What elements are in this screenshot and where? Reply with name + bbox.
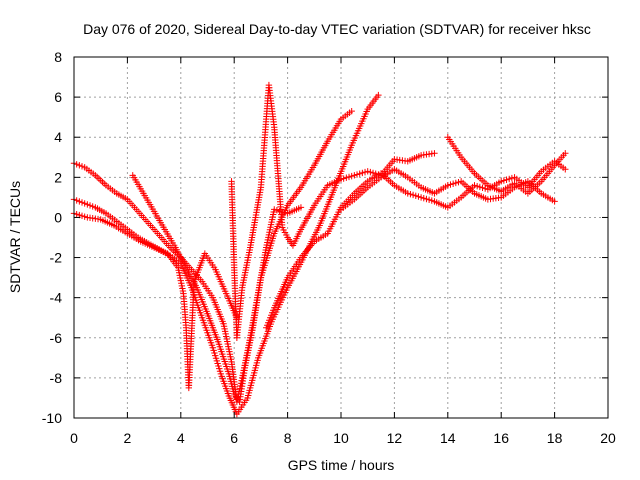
- x-axis-label: GPS time / hours: [288, 457, 395, 473]
- data-point: [562, 150, 569, 157]
- data-point: [471, 182, 478, 189]
- data-point: [353, 171, 361, 178]
- series-satellite-track-a: [70, 107, 355, 406]
- data-point: [345, 173, 353, 181]
- x-tick-label: 14: [440, 430, 456, 446]
- data-point: [273, 207, 281, 214]
- data-point: [479, 184, 486, 191]
- data-point: [425, 196, 433, 203]
- y-axis-label: SDTVAR / TECUs: [7, 181, 23, 293]
- y-axis-ticks: -10 -8 -6 -4 -2 0 2 4 6 8: [42, 49, 608, 426]
- data-point: [356, 170, 363, 177]
- y-tick-label: -8: [50, 370, 63, 386]
- data-point: [417, 194, 425, 201]
- data-point: [361, 168, 369, 176]
- x-tick-label: 6: [230, 430, 238, 446]
- data-point: [409, 191, 417, 199]
- y-tick-label: -2: [50, 250, 63, 266]
- data-point: [503, 176, 510, 183]
- series-satellite-track-g: [444, 134, 569, 197]
- data-point: [337, 176, 345, 183]
- data-point: [271, 206, 278, 213]
- data-point: [415, 193, 422, 200]
- data-point: [498, 178, 505, 185]
- data-point: [348, 107, 355, 115]
- data-point: [452, 179, 460, 187]
- data-point: [428, 197, 435, 204]
- data-point: [449, 180, 457, 187]
- data-point: [78, 163, 86, 170]
- data-point: [78, 212, 86, 220]
- y-tick-label: 0: [54, 209, 62, 225]
- data-point: [506, 175, 513, 183]
- chart-title: Day 076 of 2020, Sidereal Day-to-day VTE…: [83, 21, 591, 37]
- data-point: [455, 178, 462, 186]
- data-point: [297, 204, 305, 211]
- x-tick-label: 0: [70, 430, 78, 446]
- series-satellite-track-c: [70, 210, 241, 392]
- data-point: [343, 174, 350, 181]
- data-point: [407, 190, 414, 198]
- data-point: [84, 201, 91, 208]
- data-point: [81, 213, 88, 220]
- series-satellite-track-h: [337, 166, 558, 213]
- data-point: [508, 174, 516, 182]
- x-tick-label: 8: [284, 430, 292, 446]
- data-point: [276, 207, 283, 215]
- data-point: [423, 195, 430, 203]
- data-point: [476, 183, 484, 191]
- data-point: [367, 168, 374, 176]
- y-tick-label: -10: [42, 410, 62, 426]
- x-tick-label: 18: [547, 430, 563, 446]
- data-point: [481, 185, 489, 192]
- data-point: [473, 182, 481, 190]
- x-tick-label: 20: [600, 430, 616, 446]
- data-point: [420, 194, 427, 202]
- grid-lines: [74, 57, 608, 418]
- data-point: [76, 162, 83, 169]
- y-tick-label: -4: [50, 290, 63, 306]
- data-point: [78, 199, 86, 206]
- x-tick-label: 10: [333, 430, 349, 446]
- data-point: [447, 181, 454, 188]
- y-tick-label: 6: [54, 89, 62, 105]
- data-point: [351, 172, 358, 179]
- data-point: [359, 169, 366, 177]
- data-point: [375, 91, 382, 99]
- data-point: [348, 172, 355, 180]
- series-satellite-track-e: [228, 81, 438, 341]
- data-point: [76, 198, 83, 205]
- data-point: [89, 203, 96, 210]
- x-tick-label: 16: [493, 430, 509, 446]
- data-point: [562, 166, 569, 173]
- data-point: [444, 182, 451, 189]
- data-point: [551, 198, 558, 205]
- x-tick-label: 12: [387, 430, 403, 446]
- y-tick-label: 8: [54, 49, 62, 65]
- data-point: [500, 177, 508, 184]
- data-points: [70, 81, 569, 418]
- data-point: [81, 200, 88, 207]
- x-tick-label: 2: [124, 430, 132, 446]
- data-point: [369, 169, 377, 177]
- data-point: [73, 197, 80, 204]
- data-point: [86, 202, 94, 209]
- y-tick-label: 4: [54, 129, 62, 145]
- y-tick-label: 2: [54, 169, 62, 185]
- series-satellite-track-d: [129, 172, 305, 406]
- data-point: [73, 211, 80, 218]
- y-tick-label: -6: [50, 330, 63, 346]
- data-point: [412, 192, 419, 199]
- x-axis-ticks: 0 2 4 6 8 10 12 14 16 18 20: [70, 57, 616, 446]
- data-point: [404, 190, 411, 197]
- data-point: [364, 168, 371, 175]
- x-tick-label: 4: [177, 430, 185, 446]
- data-point: [73, 161, 80, 168]
- data-point: [431, 150, 438, 157]
- data-point: [340, 175, 347, 182]
